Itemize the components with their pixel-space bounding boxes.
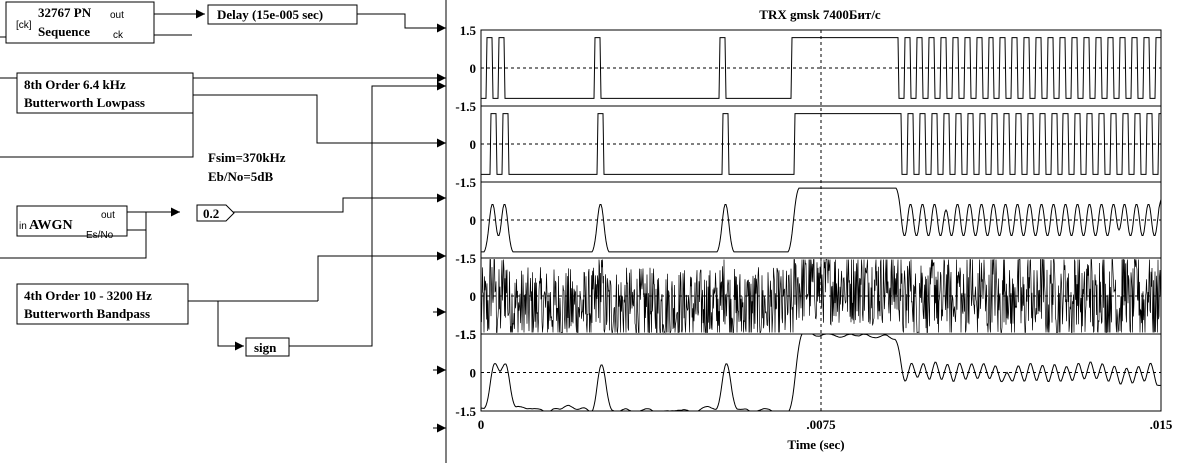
trace-line: [481, 187, 1162, 253]
x-axis-label: Time (sec): [787, 437, 844, 452]
wire-lowpass-return: [0, 95, 194, 158]
lowpass-title-line1: 8th Order 6.4 kHz: [24, 77, 126, 92]
wire-lowpass-scope3: [193, 94, 446, 148]
pn-title-line2: Sequence: [38, 24, 90, 39]
panel-1: [481, 37, 1161, 99]
lowpass-title-line2: Butterworth Lowpass: [24, 95, 145, 110]
y-tick-label: -1.5: [455, 99, 476, 114]
block-diagram: [0, 9, 446, 433]
awgn-block[interactable]: in AWGN out Es/No: [16, 205, 128, 241]
bandpass-title-line2: Butterworth Bandpass: [24, 306, 150, 321]
bandpass-title-line1: 4th Order 10 - 3200 Hz: [24, 288, 152, 303]
x-tick-end: .015: [1150, 417, 1173, 432]
wire-bp-sign: [217, 301, 244, 351]
awgn-port-out: out: [101, 210, 115, 221]
wire-esno-stub: [0, 229, 147, 259]
awgn-port-in: in: [19, 221, 27, 232]
delay-block[interactable]: Delay (15e-005 sec): [207, 4, 358, 25]
awgn-label: AWGN: [29, 218, 73, 233]
y-tick-label: 0: [470, 213, 477, 228]
trace-line: [481, 37, 1161, 99]
pn-sequence-block[interactable]: [ck] 32767 PN Sequence out ck: [5, 1, 155, 44]
trace-line: [481, 113, 1161, 175]
panel-3: [481, 181, 1162, 253]
x-tick-mid: .0075: [806, 417, 836, 432]
wire-to-bandpass: [317, 251, 446, 301]
bandpass-filter-block[interactable]: 4th Order 10 - 3200 Hz Butterworth Bandp…: [16, 283, 189, 325]
y-tick-label: 0: [470, 137, 477, 152]
pn-port-out: out: [110, 10, 124, 21]
plot-panels: [480, 37, 1162, 412]
pn-port-ck-in: [ck]: [16, 20, 32, 31]
y-tick-label: -1.5: [455, 327, 476, 342]
x-tick-0: 0: [478, 417, 485, 432]
lowpass-filter-block[interactable]: 8th Order 6.4 kHz Butterworth Lowpass: [16, 72, 194, 114]
y-tick-label: 1.5: [460, 23, 477, 38]
awgn-port-esno: Es/No: [86, 230, 114, 241]
trace-line: [480, 258, 1162, 334]
y-tick-labels: 1.50-1.50-1.50-1.50-1.5-1.50-1.5: [455, 23, 476, 419]
scope-plot[interactable]: TRX gmsk 7400Бит/с 1.50-1.50-1.50-1.50-1…: [445, 0, 1173, 463]
y-tick-label: 0: [470, 289, 477, 304]
y-tick-label: -1.5: [455, 175, 476, 190]
chart-title: TRX gmsk 7400Бит/с: [759, 7, 881, 22]
y-tick-label: -1.5: [455, 327, 476, 342]
pn-port-ck: ck: [113, 30, 124, 41]
y-tick-label: 0: [470, 366, 477, 381]
wire-gain-scope4: [232, 193, 446, 213]
panel-4: [480, 257, 1162, 334]
pn-title-line1: 32767 PN: [38, 5, 92, 20]
wire-delay-scope1: [357, 13, 446, 33]
ebno-note: Eb/No=5dB: [208, 169, 274, 184]
sign-label: sign: [254, 340, 277, 355]
fsim-note: Fsim=370kHz: [208, 150, 286, 165]
panel-5: [480, 333, 1161, 412]
sign-block[interactable]: sign: [245, 337, 290, 357]
gain-block[interactable]: 0.2: [196, 204, 235, 222]
y-tick-label: 0: [470, 61, 477, 76]
delay-label: Delay (15e-005 sec): [217, 7, 323, 22]
wire-sign-scope: [289, 81, 446, 347]
y-tick-label: -1.5: [455, 251, 476, 266]
y-tick-label: -1.5: [455, 404, 476, 419]
gain-label: 0.2: [203, 206, 219, 221]
panel-2: [481, 105, 1161, 175]
trace-line: [480, 333, 1161, 412]
